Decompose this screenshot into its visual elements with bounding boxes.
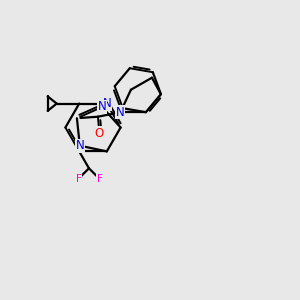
Text: N: N	[75, 139, 84, 152]
Text: N: N	[102, 97, 111, 110]
Text: F: F	[97, 174, 102, 184]
Text: F: F	[76, 174, 81, 184]
Text: O: O	[95, 127, 104, 140]
Text: N: N	[98, 100, 106, 113]
Text: N: N	[116, 106, 125, 119]
